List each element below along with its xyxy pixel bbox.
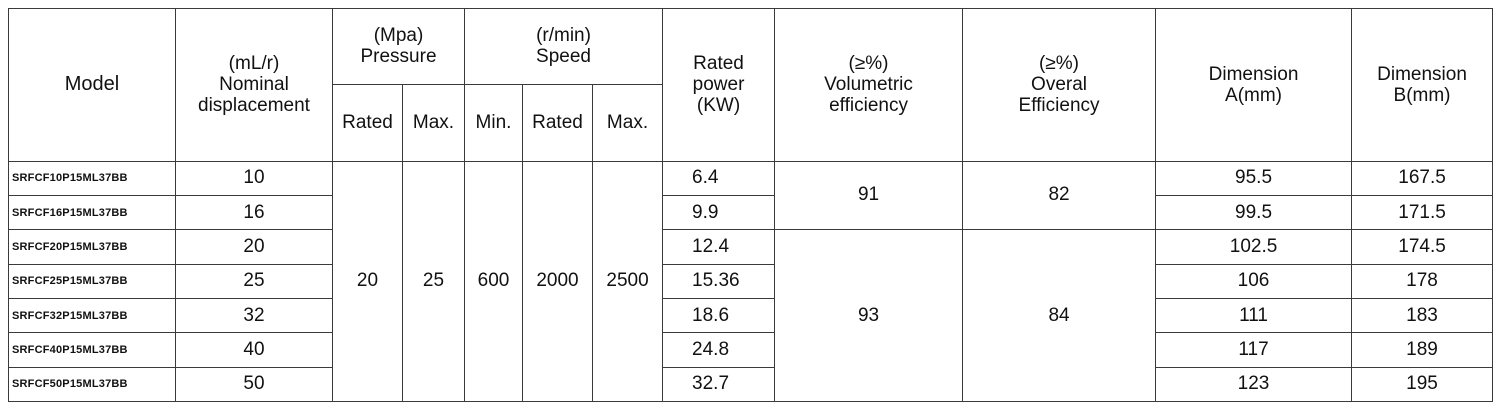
dimension-b-cell: 178	[1351, 263, 1494, 299]
displacement-cell: 32	[175, 297, 333, 334]
speed-rated-cell: 2000	[522, 160, 593, 403]
header-rated-power-line1: Rated	[693, 53, 744, 75]
header-dim-b-line1: Dimension	[1377, 63, 1467, 85]
header-rated-power-line3: (KW)	[696, 95, 741, 117]
header-rated-power-line2: power	[692, 74, 745, 96]
header-overall-unit: (≥%)	[1039, 53, 1080, 75]
header-dim-a-line2: A(mm)	[1225, 84, 1283, 106]
header-volumetric-efficiency: (≥%) Volumetric efficiency	[774, 8, 964, 162]
volumetric-efficiency-cell: 93	[774, 229, 964, 402]
header-pressure-rated: Rated	[332, 83, 403, 162]
displacement-cell: 50	[175, 366, 333, 403]
header-dimension-b: Dimension B(mm)	[1351, 8, 1494, 162]
rated-power-cell: 18.6	[662, 297, 776, 334]
pressure-rated-cell: 20	[332, 160, 403, 403]
dimension-b-cell: 189	[1351, 332, 1494, 368]
header-displacement-unit: (mL/r)	[228, 53, 280, 75]
header-speed-label: Speed	[536, 46, 591, 68]
table-row: SRFCF25P15ML37BB 25 15.36 106 178	[8, 263, 1494, 299]
dimension-b-cell: 174.5	[1351, 229, 1494, 265]
header-speed-unit: (r/min)	[536, 25, 591, 47]
header-row-1: Model (mL/r) Nominal displacement (Mpa) …	[8, 8, 1494, 162]
rated-power-cell: 6.4	[662, 160, 776, 196]
rated-power-cell: 32.7	[662, 366, 776, 403]
header-overall-line2: Efficiency	[1018, 95, 1100, 117]
header-displacement-line1: Nominal	[219, 74, 289, 96]
header-overall-efficiency: (≥%) Overal Efficiency	[962, 8, 1157, 162]
overall-efficiency-cell: 84	[962, 229, 1157, 402]
header-pressure-max: Max.	[402, 83, 465, 162]
pump-spec-table: Model (mL/r) Nominal displacement (Mpa) …	[8, 8, 1494, 403]
header-volumetric-line1: Volumetric	[824, 74, 913, 96]
dimension-a-cell: 123	[1155, 366, 1353, 403]
dimension-a-cell: 99.5	[1155, 194, 1353, 231]
table-row: SRFCF16P15ML37BB 16 9.9 99.5 171.5	[8, 194, 1494, 231]
model-cell: SRFCF25P15ML37BB	[8, 263, 176, 299]
header-row-2: Rated Max. Min. Rated Max.	[9, 83, 1493, 162]
header-speed-rated: Rated	[522, 83, 593, 162]
speed-min-cell: 600	[464, 160, 523, 403]
dimension-a-cell: 102.5	[1155, 229, 1353, 265]
volumetric-efficiency-cell: 91	[774, 160, 964, 231]
header-dim-b-line2: B(mm)	[1393, 84, 1451, 106]
header-dimension-a: Dimension A(mm)	[1155, 8, 1353, 162]
header-pressure-label: Pressure	[360, 46, 437, 68]
header-displacement: (mL/r) Nominal displacement	[175, 8, 333, 162]
dimension-a-cell: 106	[1155, 263, 1353, 299]
table-row: SRFCF10P15ML37BB 10 20 25 600 2000 2500 …	[8, 160, 1494, 403]
rated-power-cell: 9.9	[662, 194, 776, 231]
header-pressure-unit: (Mpa)	[373, 25, 424, 47]
rated-power-cell: 15.36	[662, 263, 776, 299]
header-volumetric-unit: (≥%)	[848, 53, 889, 75]
header-pressure: (Mpa) Pressure	[332, 8, 465, 85]
displacement-cell: 40	[175, 332, 333, 368]
dimension-b-cell: 195	[1351, 366, 1494, 403]
speed-max-cell: 2500	[591, 160, 664, 403]
header-displacement-line2: displacement	[198, 95, 310, 117]
displacement-cell: 20	[175, 229, 333, 265]
model-cell: SRFCF50P15ML37BB	[8, 366, 176, 403]
model-cell: SRFCF32P15ML37BB	[8, 297, 176, 334]
header-speed: (r/min) Speed	[463, 8, 664, 85]
table-row: SRFCF40P15ML37BB 40 24.8 117 189	[8, 332, 1494, 368]
header-overall-line1: Overal	[1031, 74, 1088, 96]
displacement-cell: 25	[175, 263, 333, 299]
table-row: SRFCF32P15ML37BB 32 18.6 111 183	[8, 297, 1494, 334]
dimension-b-cell: 167.5	[1351, 160, 1494, 196]
table-row: SRFCF50P15ML37BB 50 32.7 123 195	[8, 366, 1494, 403]
header-speed-min: Min.	[464, 83, 523, 162]
model-cell: SRFCF16P15ML37BB	[8, 194, 176, 231]
dimension-b-cell: 171.5	[1351, 194, 1494, 231]
model-cell: SRFCF20P15ML37BB	[8, 229, 176, 265]
dimension-b-cell: 183	[1351, 297, 1494, 334]
model-cell: SRFCF10P15ML37BB	[8, 160, 176, 196]
displacement-cell: 16	[175, 194, 333, 231]
header-speed-max: Max.	[591, 83, 664, 162]
rated-power-cell: 24.8	[662, 332, 776, 368]
rated-power-cell: 12.4	[662, 229, 776, 265]
dimension-a-cell: 95.5	[1155, 160, 1353, 196]
header-dim-a-line1: Dimension	[1208, 63, 1299, 85]
table-row: SRFCF20P15ML37BB 20 12.4 93 84 102.5 174…	[8, 229, 1494, 402]
header-rated-power: Rated power (KW)	[662, 8, 776, 162]
header-volumetric-line2: efficiency	[829, 95, 908, 117]
model-cell: SRFCF40P15ML37BB	[8, 332, 176, 368]
displacement-cell: 10	[175, 160, 333, 196]
pressure-max-cell: 25	[402, 160, 465, 403]
overall-efficiency-cell: 82	[962, 160, 1157, 231]
dimension-a-cell: 111	[1155, 297, 1353, 334]
header-model: Model	[8, 8, 176, 162]
dimension-a-cell: 117	[1155, 332, 1353, 368]
